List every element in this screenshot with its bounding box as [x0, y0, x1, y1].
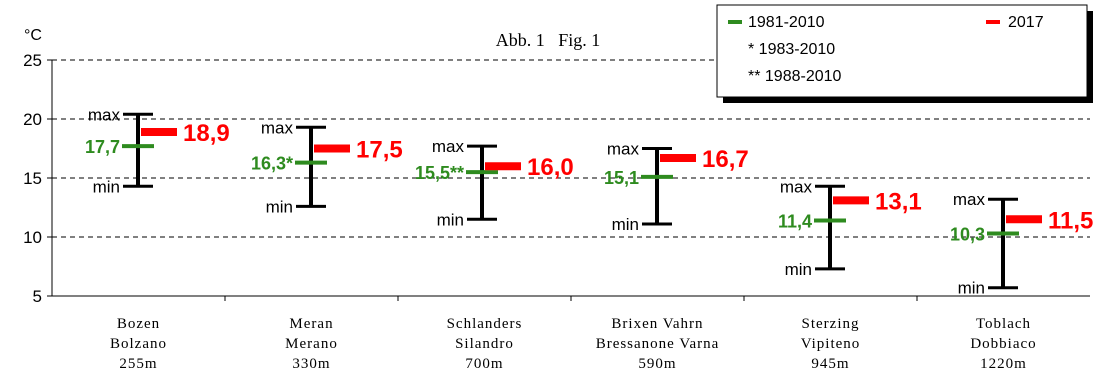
value-2017-label-4: 13,1 — [875, 188, 922, 215]
y-tick-labels: 5 10 15 20 25 — [23, 51, 42, 306]
y-tick-label-20: 20 — [23, 110, 42, 129]
avg-1981-2010-label-5: 10,3 — [950, 224, 985, 244]
legend-label-2017: 2017 — [1008, 14, 1044, 31]
category-label-1-line-0: Meran — [289, 316, 333, 332]
legend-note-1983-2010: * 1983-2010 — [748, 41, 835, 58]
min-label-3: min — [612, 215, 639, 234]
category-label-0-line-0: Bozen — [117, 316, 160, 332]
category-label-2-line-0: Schlanders — [447, 316, 523, 332]
max-label-4: max — [780, 177, 813, 196]
category-label-0-line-2: 255m — [119, 356, 157, 372]
max-label-0: max — [88, 105, 121, 124]
category-label-1-line-1: Merano — [285, 336, 338, 352]
y-tick-label-10: 10 — [23, 228, 42, 247]
avg-1981-2010-label-2: 15,5** — [415, 163, 464, 183]
category-label-1-line-2: 330m — [292, 356, 330, 372]
category-label-2-line-2: 700m — [465, 356, 503, 372]
avg-1981-2010-label-4: 11,4 — [778, 211, 812, 231]
category-label-5-line-1: Dobbiaco — [970, 336, 1036, 352]
category-label-2-line-1: Silandro — [455, 336, 514, 352]
value-2017-label-1: 17,5 — [356, 137, 403, 164]
min-label-2: min — [437, 210, 464, 229]
chart-title: Abb. 1 Fig. 1 — [496, 30, 601, 50]
legend-note-1988-2010: ** 1988-2010 — [748, 68, 842, 85]
axes — [51, 60, 1090, 297]
value-2017-label-2: 16,0 — [527, 154, 574, 181]
data-marks: max min 17,7 18,9 max min 16,3* 17,5 max min 15,5*… — [85, 105, 1093, 297]
max-label-1: max — [261, 118, 294, 137]
category-label-3-line-0: Brixen Vahrn — [611, 316, 703, 332]
legend: 1981-2010 2017 * 1983-2010 ** 1988-2010 — [716, 4, 1093, 103]
max-label-3: max — [607, 140, 640, 159]
y-tick-label-15: 15 — [23, 169, 42, 188]
category-label-5-line-2: 1220m — [980, 356, 1027, 372]
value-2017-label-0: 18,9 — [183, 120, 230, 147]
max-label-2: max — [432, 137, 465, 156]
category-label-3-line-2: 590m — [638, 356, 676, 372]
category-label-4-line-0: Sterzing — [802, 316, 860, 332]
value-2017-label-3: 16,7 — [702, 146, 749, 173]
y-tick-label-25: 25 — [23, 51, 42, 70]
value-2017-label-5: 11,5 — [1048, 207, 1093, 234]
legend-box — [716, 4, 1088, 98]
legend-label-1981-2010: 1981-2010 — [748, 14, 825, 31]
max-label-5: max — [953, 190, 986, 209]
min-label-0: min — [93, 177, 120, 196]
category-label-4-line-1: Vipiteno — [801, 336, 861, 352]
category-label-0-line-1: Bolzano — [110, 336, 167, 352]
category-label-3-line-1: Bressanone Varna — [596, 336, 720, 352]
category-label-4-line-2: 945m — [811, 356, 849, 372]
x-category-labels: Bozen Bolzano 255m Meran Merano 330m Schlander… — [110, 316, 1036, 372]
category-label-5-line-0: Toblach — [976, 316, 1031, 332]
y-tick-label-5: 5 — [33, 287, 42, 306]
min-label-4: min — [785, 260, 812, 279]
min-label-5: min — [958, 279, 985, 298]
min-label-1: min — [266, 197, 293, 216]
avg-1981-2010-label-3: 15,1 — [604, 168, 639, 188]
avg-1981-2010-label-1: 16,3* — [251, 154, 293, 174]
avg-1981-2010-label-0: 17,7 — [85, 137, 120, 157]
y-axis-unit-label: °C — [24, 27, 42, 44]
